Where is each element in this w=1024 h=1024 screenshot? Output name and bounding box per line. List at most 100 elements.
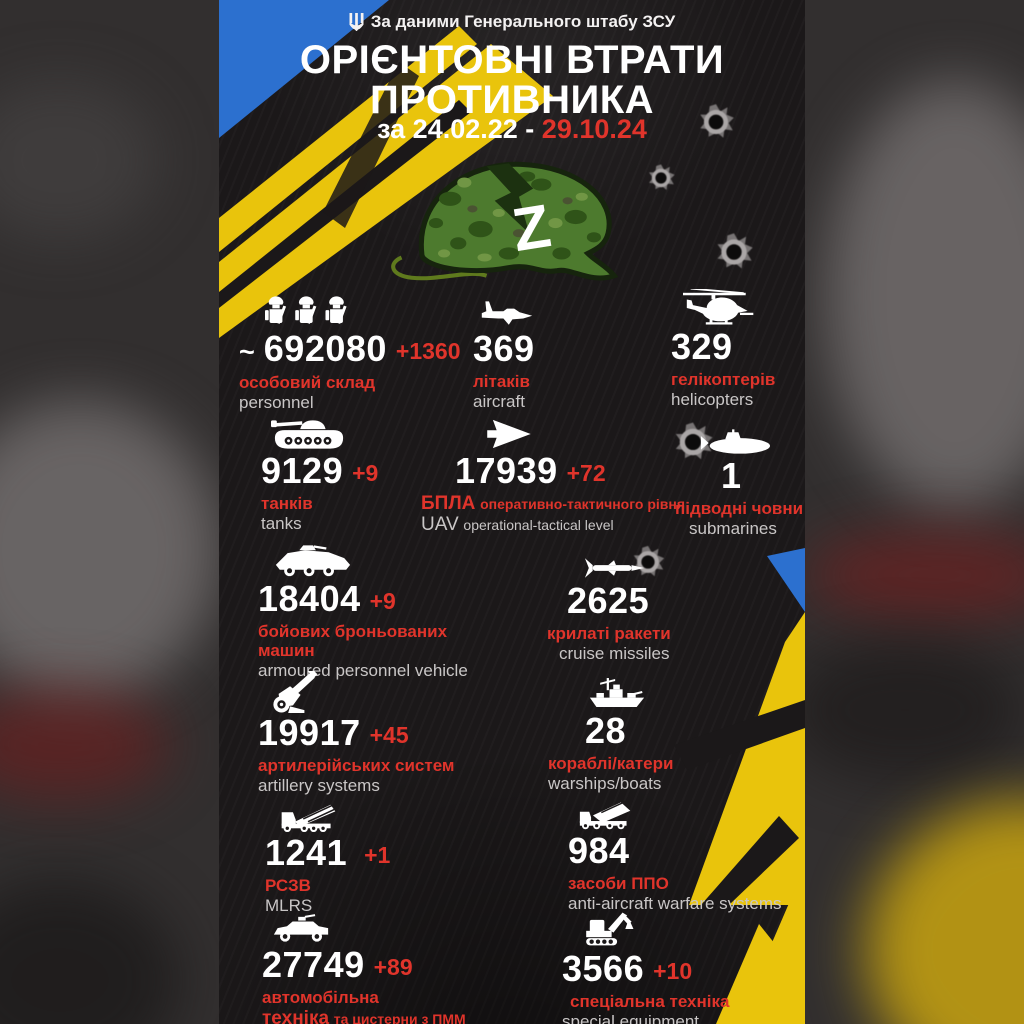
stat-delta: +9 xyxy=(369,588,396,614)
stat-label-ua: літаків xyxy=(473,372,530,391)
stat-artillery: 19917 +45 артилерійських систем artiller… xyxy=(258,671,455,795)
blur-blob xyxy=(0,880,180,1024)
stat-value: 17939 xyxy=(455,450,558,491)
stat-label-ua: засоби ППО xyxy=(568,874,669,893)
vehicles-label-sub: та цистерни з ПММ xyxy=(333,1011,466,1024)
stat-delta: +1360 xyxy=(395,338,461,364)
stat-delta: +89 xyxy=(373,954,413,980)
stat-delta: +72 xyxy=(566,460,606,486)
stat-cruise-missiles: 2625 крилаті ракети cruise missiles xyxy=(547,545,671,663)
poster-content: За даними Генерального штабу ЗСУ ОРІЄНТО… xyxy=(219,0,805,1024)
stat-special-equipment: 3566 +10 спеціальна техніка special equi… xyxy=(562,909,729,1024)
uav-label-en-sub: operational-tactical level xyxy=(463,517,614,533)
stat-tanks: 9129 +9 танків tanks xyxy=(261,415,378,533)
stat-value: 1241 xyxy=(265,832,348,873)
period-start: за 24.02.22 - xyxy=(377,114,535,144)
stat-value: 369 xyxy=(473,328,535,369)
soldiers-icon xyxy=(265,293,461,329)
stat-label-en: UAV operational-tactical level xyxy=(421,515,685,535)
stat-warships: 28 кораблі/катери warships/boats xyxy=(548,675,673,793)
blur-blob xyxy=(0,690,170,800)
stat-label-en: submarines xyxy=(689,519,777,538)
poster-title-line1: ОРІЄНТОВНІ ВТРАТИ xyxy=(299,38,725,82)
stat-value: 984 xyxy=(568,830,630,871)
stat-label-en: tanks xyxy=(261,514,302,533)
poster: Z За даними Генерального штабу ЗСУ ОРІЄН… xyxy=(219,0,805,1024)
stat-label-ua: артилерійських систем xyxy=(258,756,455,775)
stat-value: 3566 xyxy=(562,948,645,989)
uav-label-sub: оперативно-тактичного рівня xyxy=(480,496,685,512)
stat-submarines: 1 підводні човни submarines xyxy=(675,420,803,538)
uav-label-en-main: UAV xyxy=(421,514,459,535)
stat-label-ua: особовий склад xyxy=(239,373,376,392)
trident-icon xyxy=(349,13,364,31)
stat-label-ua: бойових броньованих машин xyxy=(258,622,448,660)
stat-label-ua: БПЛА оперативно-тактичного рівня xyxy=(421,494,685,514)
stat-label-ua: підводні човни xyxy=(675,499,804,518)
source-text: За даними Генерального штабу ЗСУ xyxy=(370,12,676,31)
military-truck-icon xyxy=(272,909,466,945)
stat-label-en: personnel xyxy=(239,393,314,412)
stat-label-en: aircraft xyxy=(473,392,525,411)
stat-helicopters: 329 гелікоптерів helicopters xyxy=(671,289,776,409)
report-period: за 24.02.22 - 29.10.24 xyxy=(219,114,805,145)
mlrs-icon xyxy=(277,799,390,833)
stat-label-ua: гелікоптерів xyxy=(671,370,776,389)
stat-label-ua: танків xyxy=(261,494,313,513)
stat-value: 28 xyxy=(585,710,627,751)
stat-label-ua-line2: техніка та цистерни з ПММ xyxy=(262,1009,466,1024)
submarine-icon xyxy=(699,420,803,456)
stat-personnel: ~ 692080 +1360 особовий склад personnel xyxy=(239,293,461,412)
stat-vehicles-fuel: 27749 +89 автомобільна техніка та цистер… xyxy=(262,909,466,1024)
stat-label-en: special equipment xyxy=(562,1012,700,1024)
stat-value: 2625 xyxy=(567,580,650,621)
blur-blob xyxy=(825,80,1024,510)
stat-delta: +45 xyxy=(369,722,409,748)
stat-label-ua: крилаті ракети xyxy=(547,624,671,643)
cruise-missile-icon xyxy=(583,545,671,581)
stat-label-ua: спеціальна техніка xyxy=(570,992,730,1011)
stat-label-ua-line1: автомобільна xyxy=(262,988,379,1007)
stat-mlrs: 1241 +1 РСЗВ MLRS xyxy=(265,799,390,915)
uav-label-main: БПЛА xyxy=(421,493,476,514)
stat-value: 27749 xyxy=(262,944,365,985)
blur-blob xyxy=(805,530,1024,620)
blurred-left-margin xyxy=(0,0,219,1024)
artillery-icon xyxy=(266,671,455,713)
stat-uav: 17939 +72 БПЛА оперативно-тактичного рів… xyxy=(421,415,685,535)
blur-blob xyxy=(805,640,1024,780)
stat-label-en: cruise missiles xyxy=(559,644,670,663)
stat-value: 19917 xyxy=(258,712,361,753)
source-line: За даними Генерального штабу ЗСУ xyxy=(219,12,805,32)
stat-value: 692080 xyxy=(263,328,387,369)
blurred-right-margin xyxy=(805,0,1024,1024)
apc-icon xyxy=(270,543,468,579)
uav-icon xyxy=(483,415,685,451)
vehicles-label-main: техніка xyxy=(262,1008,330,1024)
excavator-icon xyxy=(582,909,729,949)
stat-label-ua: РСЗВ xyxy=(265,876,311,895)
stat-value: 18404 xyxy=(258,578,361,619)
period-end-date: 29.10.24 xyxy=(541,114,647,144)
fighter-jet-icon xyxy=(480,293,535,329)
warship-icon xyxy=(588,675,673,711)
tank-icon xyxy=(271,415,378,451)
stat-delta: +9 xyxy=(352,460,379,486)
stat-delta: +1 xyxy=(364,842,391,868)
stat-prefix: ~ xyxy=(239,337,255,367)
stat-delta: +10 xyxy=(653,958,693,984)
stat-value: 9129 xyxy=(261,450,344,491)
stat-label-en: MLRS xyxy=(265,896,313,915)
stat-armoured-vehicles: 18404 +9 бойових броньованих машин armou… xyxy=(258,543,468,680)
stat-label-en: helicopters xyxy=(671,390,754,409)
blur-blob xyxy=(0,400,219,700)
helicopter-icon xyxy=(680,289,775,327)
stat-value: 1 xyxy=(721,455,742,496)
stat-label-en: warships/boats xyxy=(548,774,662,793)
stat-value: 329 xyxy=(671,326,733,367)
blur-blob xyxy=(0,80,160,240)
stat-label-en: artillery systems xyxy=(258,776,380,795)
stat-label-ua: кораблі/катери xyxy=(548,754,674,773)
stat-anti-aircraft: 984 засоби ППО anti-aircraft warfare sys… xyxy=(568,797,782,913)
